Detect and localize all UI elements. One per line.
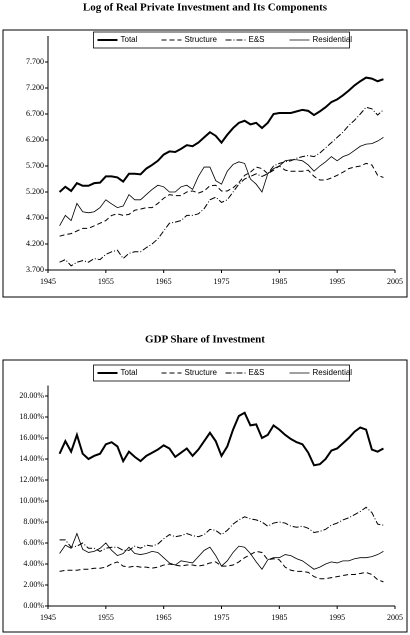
y-tick-label: 4.200 (26, 239, 44, 248)
x-tick-label: 1955 (98, 613, 114, 622)
legend-box (93, 31, 350, 49)
x-tick-label: 1985 (271, 613, 287, 622)
series-line (59, 106, 384, 267)
legend-label: Total (121, 368, 138, 377)
chart-title: Log of Real Private Investment and Its C… (83, 2, 328, 14)
y-tick-label: 5.200 (26, 187, 44, 196)
x-tick-label: 1985 (271, 277, 287, 286)
x-tick-label: 2005 (387, 277, 403, 286)
x-tick-label: 1995 (329, 277, 345, 286)
series-line (59, 506, 384, 552)
y-tick-label: 12.00% (19, 475, 44, 484)
chart-frame (2, 29, 408, 298)
x-tick-label: 1955 (98, 277, 114, 286)
y-tick-label: 16.00% (19, 433, 44, 442)
x-tick-label: 1965 (156, 613, 172, 622)
x-tick-label: 1945 (40, 613, 56, 622)
y-tick-label: 5.700 (26, 161, 44, 170)
chart-frame (2, 359, 408, 633)
series-line (59, 162, 384, 237)
series-line (59, 532, 384, 570)
legend-box (93, 364, 350, 382)
series-line (58, 76, 384, 193)
x-tick-label: 1945 (40, 277, 56, 286)
y-tick-label: 14.00% (19, 454, 44, 463)
y-tick-label: 10.00% (19, 496, 44, 505)
y-tick-label: 0.00% (23, 601, 44, 610)
y-tick-label: 4.00% (23, 559, 44, 568)
x-tick-label: 1965 (156, 277, 172, 286)
y-tick-label: 7.700 (26, 57, 44, 66)
y-tick-label: 6.200 (26, 135, 44, 144)
legend-label: Structure (185, 35, 218, 44)
legend-label: Residential (313, 368, 353, 377)
y-tick-label: 18.00% (19, 412, 44, 421)
chart-title: GDP Share of Investment (145, 334, 265, 346)
y-tick-label: 6.700 (26, 109, 44, 118)
x-tick-label: 1975 (214, 613, 230, 622)
legend-label: Residential (313, 35, 353, 44)
y-tick-label: 3.700 (26, 265, 44, 274)
y-tick-label: 8.00% (23, 517, 44, 526)
legend-label: Total (121, 35, 138, 44)
x-tick-label: 1995 (329, 613, 345, 622)
y-tick-label: 20.00% (19, 391, 44, 400)
series-line (58, 411, 384, 467)
y-tick-label: 7.200 (26, 83, 44, 92)
legend-label: E&S (249, 368, 265, 377)
y-tick-label: 2.00% (23, 580, 44, 589)
x-tick-label: 1975 (214, 277, 230, 286)
series-line (59, 137, 384, 226)
y-tick-label: 6.00% (23, 538, 44, 547)
legend-label: E&S (249, 35, 265, 44)
x-tick-label: 2005 (387, 613, 403, 622)
y-tick-label: 4.700 (26, 213, 44, 222)
legend-label: Structure (185, 368, 218, 377)
